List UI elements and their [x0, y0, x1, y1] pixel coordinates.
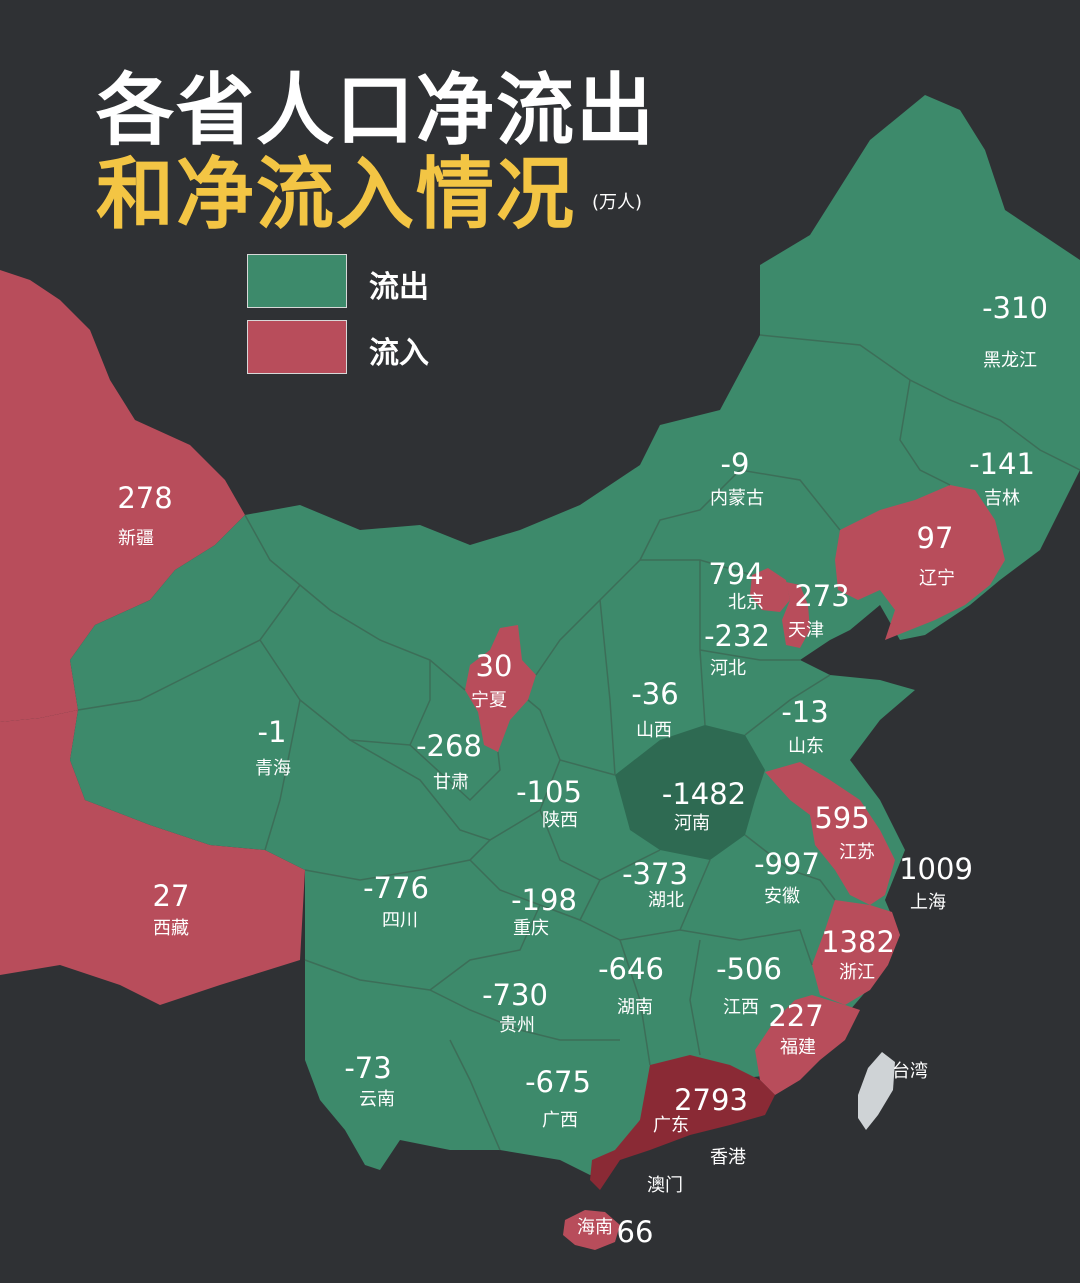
region-tibet — [0, 710, 305, 1005]
label-shandong: 山东 — [788, 736, 824, 757]
region-ningxia — [465, 625, 536, 752]
label-hongkong: 香港 — [710, 1147, 746, 1168]
value-guizhou: -730 — [482, 978, 548, 1012]
label-heilongjiang: 黑龙江 — [983, 350, 1037, 371]
value-shaanxi: -105 — [516, 775, 582, 809]
label-yunnan: 云南 — [359, 1089, 395, 1110]
legend-swatch-outflow — [247, 254, 347, 308]
legend-item-outflow: 流出 — [247, 254, 487, 308]
label-hainan: 海南 — [577, 1217, 613, 1238]
label-shanxi: 山西 — [636, 720, 672, 741]
legend-label-inflow: 流入 — [369, 336, 429, 371]
label-hebei: 河北 — [710, 658, 746, 679]
region-zhejiang — [812, 900, 900, 1005]
value-ningxia: 30 — [476, 649, 513, 683]
label-fujian: 福建 — [780, 1037, 816, 1058]
region-taiwan — [858, 1052, 895, 1130]
value-jiangsu: 595 — [814, 801, 869, 835]
value-zhejiang: 1382 — [821, 925, 895, 959]
value-guangdong: 2793 — [674, 1083, 748, 1117]
value-guangxi: -675 — [525, 1065, 591, 1099]
label-xizang: 西藏 — [153, 918, 189, 939]
label-shaanxi: 陕西 — [542, 810, 578, 831]
label-neimenggu: 内蒙古 — [710, 488, 764, 509]
value-heilongjiang: -310 — [982, 291, 1048, 325]
value-jiangxi: -506 — [716, 952, 782, 986]
label-jiangsu: 江苏 — [839, 842, 875, 863]
label-hubei: 湖北 — [648, 890, 684, 911]
unit-label: (万人) — [592, 192, 643, 213]
region-tianjin — [782, 582, 810, 648]
label-hunan: 湖南 — [617, 997, 653, 1018]
label-liaoning: 辽宁 — [919, 568, 955, 589]
label-guangxi: 广西 — [542, 1110, 578, 1131]
label-guangdong: 广东 — [653, 1115, 689, 1136]
value-shanghai: 1009 — [899, 852, 973, 886]
region-fujian — [755, 995, 860, 1095]
province-labels: -310 黑龙江 -141 吉林 97 辽宁 -9 内蒙古 278 新疆 794… — [117, 291, 1048, 1249]
label-jilin: 吉林 — [984, 488, 1020, 509]
label-taiwan: 台湾 — [892, 1061, 928, 1082]
value-tianjin: 273 — [794, 579, 849, 613]
region-xinjiang — [0, 270, 245, 722]
legend-label-outflow: 流出 — [369, 270, 429, 305]
value-yunnan: -73 — [344, 1051, 391, 1085]
label-anhui: 安徽 — [764, 886, 800, 907]
label-macau: 澳门 — [647, 1175, 683, 1196]
label-qinghai: 青海 — [255, 758, 291, 779]
title-line-1: 各省人口净流出 — [96, 66, 657, 156]
label-ningxia: 宁夏 — [471, 690, 507, 711]
label-gansu: 甘肃 — [433, 772, 469, 793]
province-borders — [77, 334, 1080, 1151]
label-chongqing: 重庆 — [513, 918, 549, 939]
value-gansu: -268 — [416, 729, 482, 763]
label-henan: 河南 — [674, 813, 710, 834]
region-mainland-base — [70, 95, 1080, 1175]
region-henan — [615, 725, 765, 860]
label-jiangxi: 江西 — [723, 997, 759, 1018]
value-xizang: 27 — [153, 879, 190, 913]
value-shanxi: -36 — [631, 677, 678, 711]
region-liaoning — [835, 485, 1005, 640]
value-sichuan: -776 — [363, 871, 429, 905]
region-jiangsu — [765, 762, 895, 905]
value-hebei: -232 — [704, 619, 770, 653]
region-beijing — [750, 568, 790, 612]
value-hubei: -373 — [622, 857, 688, 891]
region-hainan — [563, 1210, 620, 1250]
label-beijing: 北京 — [728, 592, 764, 613]
legend-item-inflow: 流入 — [247, 320, 487, 374]
value-anhui: -997 — [754, 847, 820, 881]
value-neimenggu: -9 — [721, 447, 750, 481]
label-xinjiang: 新疆 — [118, 528, 154, 549]
label-zhejiang: 浙江 — [839, 962, 875, 983]
title-line-2: 和净流入情况 — [96, 150, 577, 240]
value-qinghai: -1 — [258, 715, 287, 749]
label-guizhou: 贵州 — [499, 1015, 535, 1036]
label-tianjin: 天津 — [788, 620, 824, 641]
value-hunan: -646 — [598, 952, 664, 986]
value-jilin: -141 — [969, 447, 1035, 481]
value-chongqing: -198 — [511, 883, 577, 917]
value-hainan: 66 — [617, 1215, 654, 1249]
value-liaoning: 97 — [917, 521, 954, 555]
value-fujian: 227 — [768, 999, 823, 1033]
legend-swatch-inflow — [247, 320, 347, 374]
value-henan: -1482 — [662, 777, 746, 811]
label-sichuan: 四川 — [382, 910, 418, 931]
value-shandong: -13 — [781, 695, 828, 729]
region-guangdong — [590, 1055, 775, 1190]
value-xinjiang: 278 — [117, 481, 172, 515]
value-beijing: 794 — [708, 557, 763, 591]
label-shanghai: 上海 — [910, 892, 946, 913]
